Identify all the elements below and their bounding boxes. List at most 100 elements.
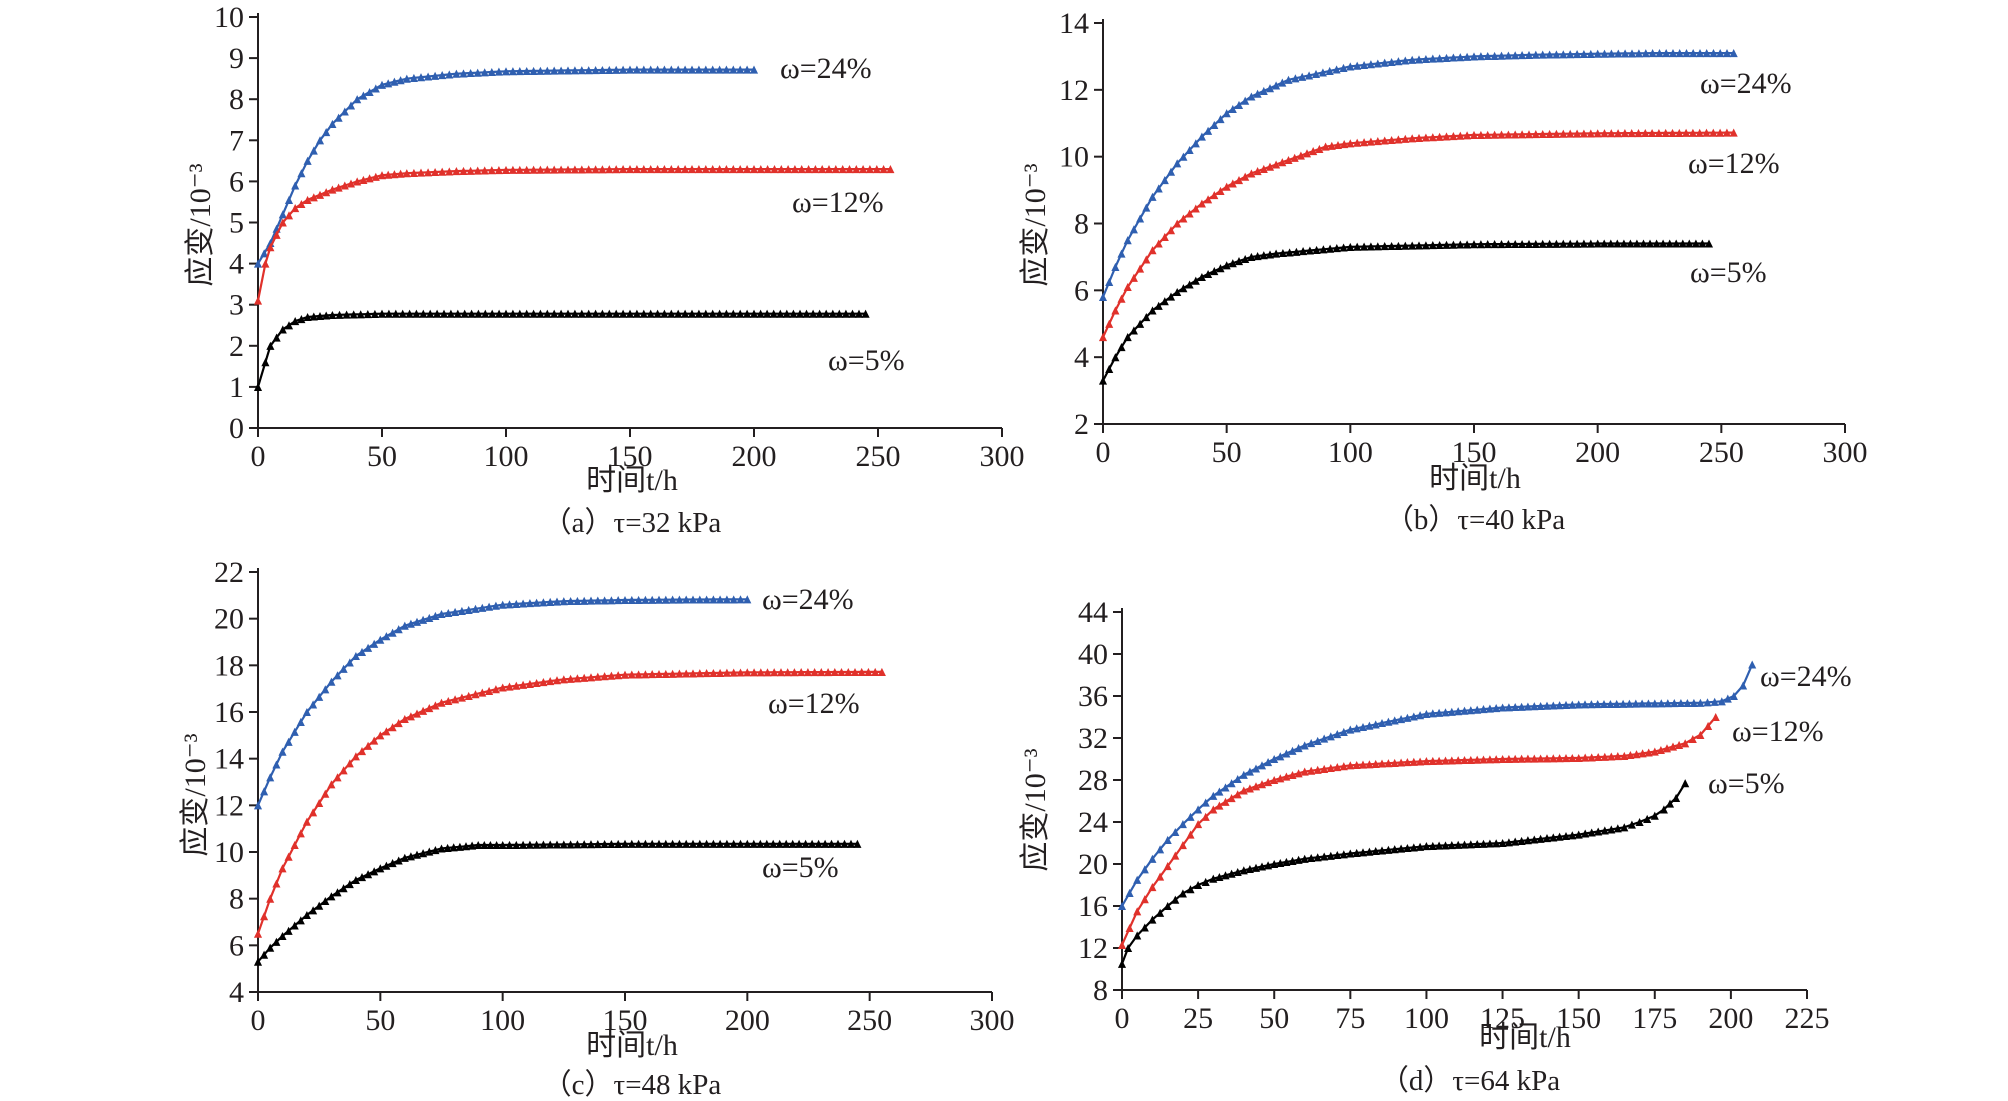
panel-a-series-label: ω=5% — [828, 344, 905, 377]
panel-a-series-line — [253, 165, 895, 305]
panel-c-x-tick-label: 150 — [603, 1004, 648, 1037]
panel-a-y-tick-label: 3 — [229, 289, 244, 322]
panel-d: 0 25 50 75 100 125 150 175 200 225 8 12 16 20 24 28 32 36… — [1019, 596, 1852, 1097]
panel-b-y-tick-label: 14 — [1059, 7, 1089, 40]
panel-a: 0 50 100 150 200 250 300 0 1 2 3 4 5 6 7 8 9 10 ω=24% ω=12… — [184, 1, 1025, 539]
panel-a-series-line — [253, 65, 759, 268]
panel-b-x-tick-label: 250 — [1699, 436, 1744, 469]
panel-c-xlabel: 时间t/h — [586, 1029, 678, 1062]
panel-b-y-tick-label: 4 — [1074, 341, 1089, 374]
panel-d-y-tick-label: 24 — [1078, 806, 1108, 839]
panel-a-series: ω=24% ω=12% ω=5% — [253, 52, 905, 391]
panel-d-series: ω=24% ω=12% ω=5% — [1117, 660, 1852, 968]
panel-a-y-tick-label: 1 — [229, 371, 244, 404]
panel-d-series-line — [1117, 712, 1720, 949]
panel-a-x-tick-label: 200 — [732, 440, 777, 473]
panel-b-series-label: ω=5% — [1690, 256, 1767, 289]
panel-a-x-tick-label: 150 — [608, 440, 653, 473]
panel-c-y-tick-label: 10 — [214, 836, 244, 869]
panel-d-axes: 0 25 50 75 100 125 150 175 200 225 8 12 16 20 24 28 32 36… — [1078, 596, 1830, 1035]
panel-a-x-tick-label: 300 — [980, 440, 1025, 473]
panel-a-ylabel: 应变/10⁻³ — [184, 163, 217, 286]
panel-d-y-tick-label: 28 — [1078, 764, 1108, 797]
panel-c-caption: （c）τ=48 kPa — [543, 1069, 722, 1101]
panel-c-y-tick-label: 18 — [214, 649, 244, 682]
panel-b-series-label: ω=12% — [1688, 147, 1780, 180]
panel-c-x-tick-label: 100 — [480, 1004, 525, 1037]
panel-b-series-line — [1098, 128, 1738, 342]
panel-a-series-label: ω=12% — [792, 186, 884, 219]
panel-b-x-tick-label: 100 — [1328, 436, 1373, 469]
panel-c-y-tick-label: 22 — [214, 556, 244, 589]
panel-d-x-tick-label: 150 — [1556, 1002, 1601, 1035]
panel-b-series-line — [1098, 49, 1738, 302]
panel-d-x-tick-label: 225 — [1785, 1002, 1830, 1035]
panel-a-y-tick-label: 5 — [229, 207, 244, 240]
panel-c-y-tick-label: 14 — [214, 743, 244, 776]
panel-d-y-tick-label: 40 — [1078, 638, 1108, 671]
panel-d-x-tick-label: 0 — [1115, 1002, 1130, 1035]
panel-c-series: ω=24% ω=12% ω=5% — [253, 583, 886, 966]
panel-a-y-tick-label: 4 — [229, 248, 244, 281]
panel-d-x-tick-label: 50 — [1259, 1002, 1289, 1035]
panel-b-xlabel: 时间t/h — [1429, 462, 1521, 495]
panel-a-xlabel: 时间t/h — [586, 464, 678, 497]
panel-c-y-tick-label: 20 — [214, 603, 244, 636]
panel-d-y-tick-label: 32 — [1078, 722, 1108, 755]
panel-d-series-label: ω=5% — [1708, 767, 1785, 800]
panel-a-y-tick-label: 6 — [229, 165, 244, 198]
panel-a-y-tick-label: 2 — [229, 330, 244, 363]
panel-b-x-tick-label: 300 — [1823, 436, 1868, 469]
panel-c-y-tick-label: 4 — [229, 976, 244, 1009]
panel-b-x-tick-label: 0 — [1096, 436, 1111, 469]
panel-b-caption: （b）τ=40 kPa — [1385, 504, 1565, 536]
panel-a-y-tick-label: 8 — [229, 83, 244, 116]
panel-c-series-line — [253, 595, 752, 810]
panel-a-y-tick-label: 10 — [214, 1, 244, 34]
panel-d-series-line — [1117, 779, 1690, 968]
panel-d-y-tick-label: 16 — [1078, 890, 1108, 923]
panel-d-x-tick-label: 100 — [1404, 1002, 1449, 1035]
panel-c-series-label: ω=5% — [762, 851, 839, 884]
panel-d-x-tick-label: 200 — [1708, 1002, 1753, 1035]
panel-a-axes: 0 50 100 150 200 250 300 0 1 2 3 4 5 6 7 8 9 10 — [214, 1, 1025, 473]
panel-c-series-label: ω=12% — [768, 687, 860, 720]
panel-a-series-label: ω=24% — [780, 52, 872, 85]
panel-b-x-tick-label: 50 — [1212, 436, 1242, 469]
panel-d-xlabel: 时间t/h — [1479, 1021, 1571, 1054]
panel-a-series-line — [253, 309, 870, 391]
panel-a-x-tick-label: 100 — [484, 440, 529, 473]
panel-b-series-label: ω=24% — [1700, 67, 1792, 100]
panel-c-axes: 0 50 100 150 200 250 300 4 6 8 10 12 14 16 18 20 22 — [214, 556, 1015, 1037]
panel-d-ylabel: 应变/10⁻³ — [1019, 748, 1052, 871]
panel-c-series-label: ω=24% — [762, 583, 854, 616]
panel-a-y-tick-label: 7 — [229, 124, 244, 157]
panel-b-x-tick-label: 150 — [1452, 436, 1497, 469]
panel-d-x-tick-label: 25 — [1183, 1002, 1213, 1035]
panel-d-series-line — [1117, 660, 1757, 911]
panel-c-x-tick-label: 200 — [725, 1004, 770, 1037]
panel-d-y-tick-label: 20 — [1078, 848, 1108, 881]
panel-d-y-tick-label: 12 — [1078, 932, 1108, 965]
panel-d-x-tick-label: 175 — [1632, 1002, 1677, 1035]
panel-b-y-tick-label: 8 — [1074, 208, 1089, 241]
panel-c-y-tick-label: 8 — [229, 883, 244, 916]
panel-b-y-tick-label: 10 — [1059, 141, 1089, 174]
panel-b-y-tick-label: 12 — [1059, 74, 1089, 107]
panel-c-ylabel: 应变/10⁻³ — [179, 733, 212, 856]
panel-c-series-line — [253, 667, 886, 938]
panel-b-series-line — [1098, 239, 1714, 385]
panel-c-y-tick-label: 12 — [214, 789, 244, 822]
panel-c-x-tick-label: 0 — [251, 1004, 266, 1037]
panel-b-series: ω=24% ω=12% ω=5% — [1098, 49, 1792, 385]
panel-b-ylabel: 应变/10⁻³ — [1019, 163, 1052, 286]
panel-d-y-tick-label: 36 — [1078, 680, 1108, 713]
panel-d-caption: （d）τ=64 kPa — [1380, 1065, 1560, 1097]
panel-a-x-tick-label: 0 — [251, 440, 266, 473]
panel-b-y-tick-label: 6 — [1074, 274, 1089, 307]
panel-c-y-tick-label: 6 — [229, 929, 244, 962]
panel-b-y-tick-label: 2 — [1074, 408, 1089, 441]
panel-c: 0 50 100 150 200 250 300 4 6 8 10 12 14 16 18 20 22 ω=24… — [179, 556, 1015, 1101]
panel-d-series-label: ω=12% — [1732, 715, 1824, 748]
